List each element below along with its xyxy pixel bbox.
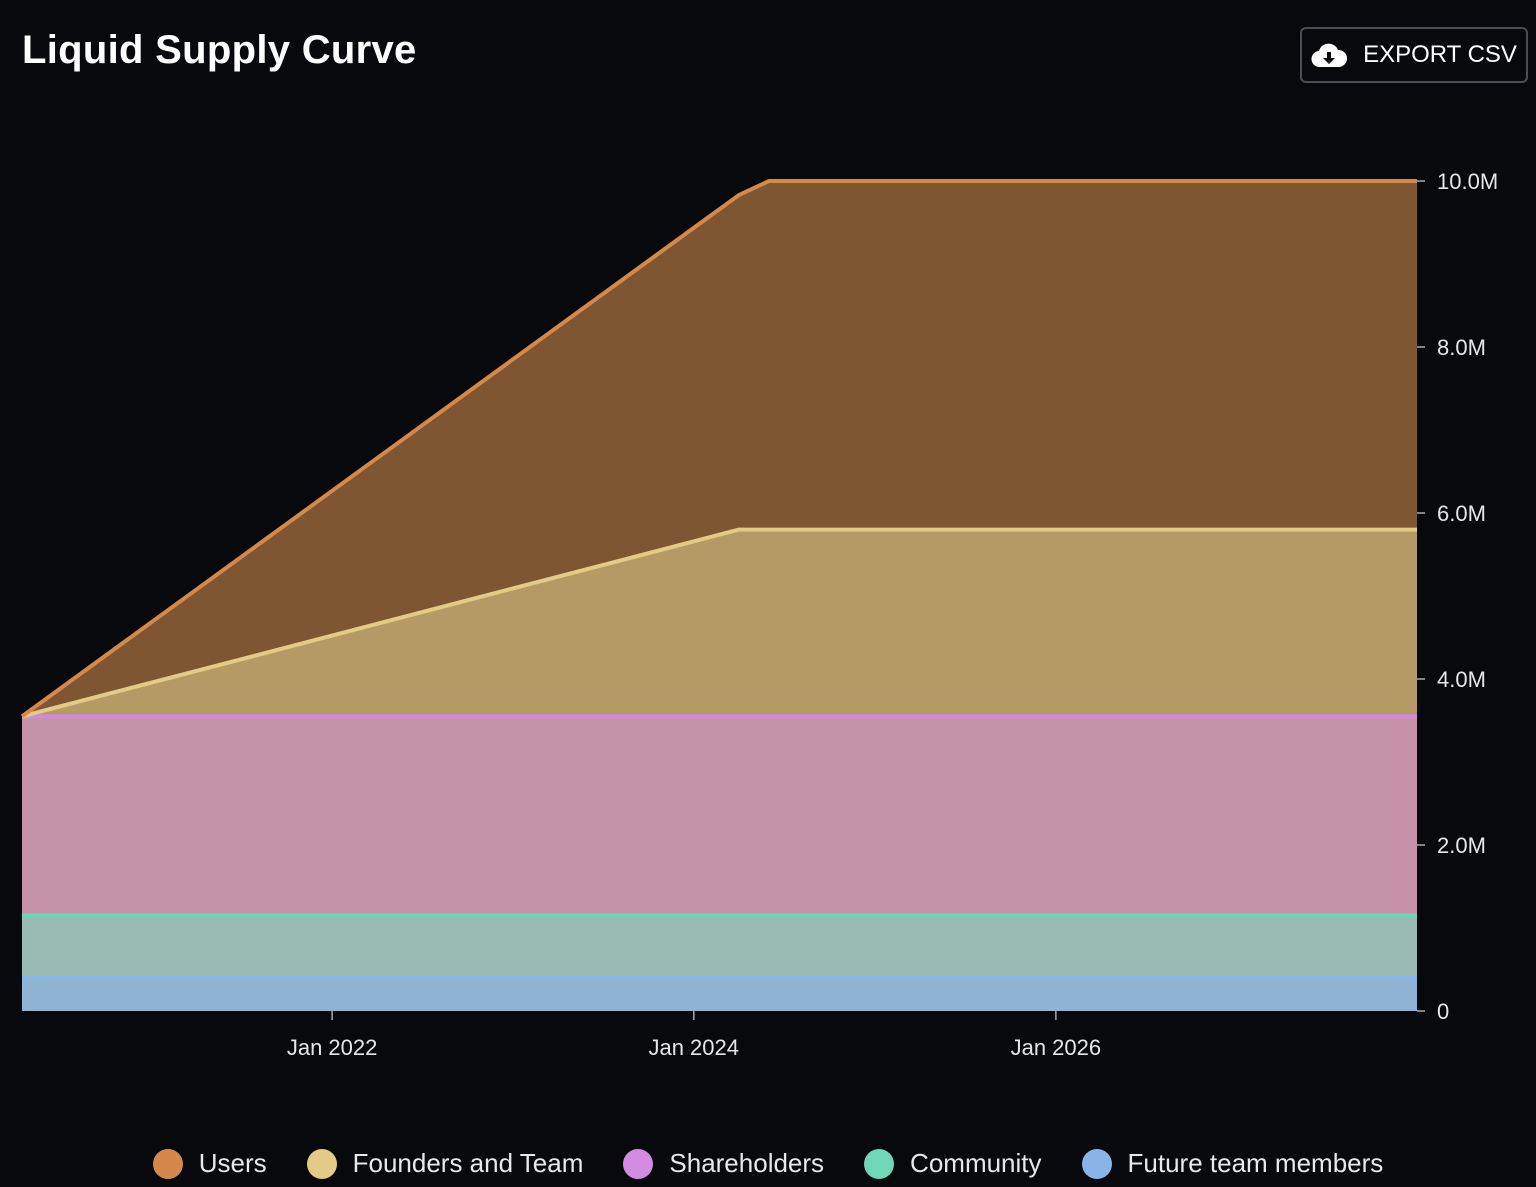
export-csv-button[interactable]: EXPORT CSV bbox=[1300, 27, 1528, 83]
legend-label: Future team members bbox=[1127, 1148, 1384, 1178]
export-csv-label: EXPORT CSV bbox=[1363, 41, 1517, 68]
cloud-download-icon bbox=[1311, 43, 1348, 68]
y-tick-label: 10.0M bbox=[1437, 169, 1498, 194]
legend-dot bbox=[623, 1148, 654, 1179]
x-tick-label: Jan 2024 bbox=[648, 1035, 739, 1060]
legend-label: Users bbox=[198, 1148, 267, 1178]
line-founders-and-team bbox=[21, 527, 1417, 719]
legend-dot bbox=[152, 1148, 183, 1179]
page-title: Liquid Supply Curve bbox=[22, 28, 417, 72]
area-users bbox=[22, 181, 1417, 717]
legend-label: Shareholders bbox=[669, 1148, 825, 1178]
y-tick-label: 2.0M bbox=[1437, 833, 1486, 858]
legend-item-founders[interactable]: Founders and Team bbox=[306, 1148, 584, 1179]
area-shareholders bbox=[22, 716, 1417, 916]
legend-item-users[interactable]: Users bbox=[152, 1148, 267, 1179]
chart-legend: Users Founders and Team Shareholders Com… bbox=[0, 1148, 1536, 1179]
legend-label: Community bbox=[910, 1148, 1042, 1178]
x-tick-label: Jan 2022 bbox=[287, 1035, 378, 1060]
legend-dot bbox=[864, 1148, 895, 1179]
y-tick-label: 8.0M bbox=[1437, 335, 1486, 360]
area-community bbox=[22, 915, 1417, 978]
y-tick-label: 4.0M bbox=[1437, 667, 1486, 692]
y-tick-label: 0 bbox=[1437, 999, 1449, 1024]
area-future-team-members bbox=[22, 977, 1417, 1011]
legend-item-shareholders[interactable]: Shareholders bbox=[623, 1148, 824, 1179]
y-tick-label: 6.0M bbox=[1437, 501, 1486, 526]
legend-dot bbox=[306, 1148, 337, 1179]
legend-item-future-team[interactable]: Future team members bbox=[1081, 1148, 1384, 1179]
legend-item-community[interactable]: Community bbox=[864, 1148, 1042, 1179]
legend-dot bbox=[1081, 1148, 1112, 1179]
x-tick-label: Jan 2026 bbox=[1011, 1035, 1102, 1060]
line-users bbox=[20, 179, 1417, 718]
legend-label: Founders and Team bbox=[352, 1148, 584, 1178]
area-founders-and-team bbox=[22, 529, 1417, 717]
